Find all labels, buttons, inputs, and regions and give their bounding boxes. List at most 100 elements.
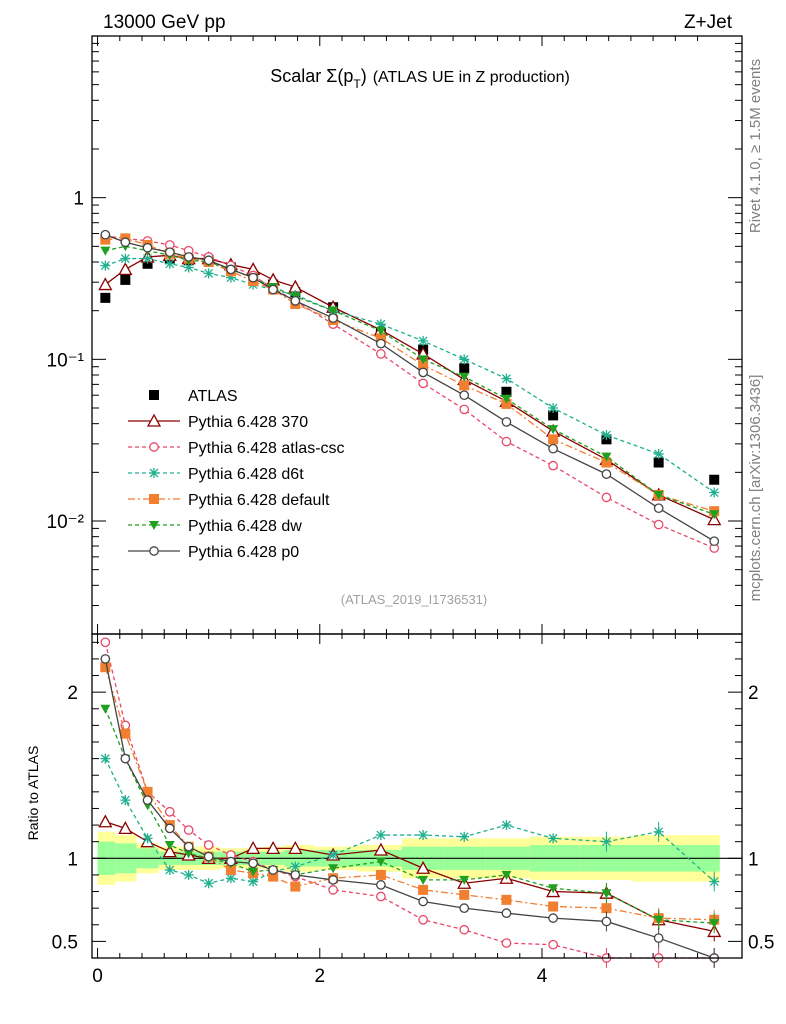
ratio-point-pythia-6-428-dw — [328, 864, 339, 874]
ratio-point-pythia-6-428-atlas-csc — [164, 806, 175, 817]
ratio-point-pythia-6-428-p0 — [248, 858, 258, 869]
point-pythia-6-428-d6t — [653, 448, 664, 459]
ratio-point-pythia-6-428-d6t — [459, 831, 470, 842]
chart-title-main: Scalar Σ(p — [270, 66, 353, 86]
ratio-point-pythia-6-428-atlas-csc — [459, 924, 470, 935]
point-pythia-6-428-d6t — [164, 258, 175, 269]
ratio-y-tick-label-right: 0.5 — [748, 932, 774, 953]
legend-marker-atlas — [149, 390, 159, 400]
point-pythia-6-428-p0 — [183, 252, 194, 262]
ratio-point-pythia-6-428-atlas-csc — [548, 939, 558, 950]
ratio-point-pythia-6-428-dw — [164, 841, 175, 851]
ratio-point-pythia-6-428-370 — [373, 842, 388, 856]
ratio-point-pythia-6-428-dw — [375, 857, 386, 867]
ratio-point-pythia-6-428-default — [142, 786, 153, 797]
point-pythia-6-428-dw — [375, 326, 386, 336]
ratio-point-pythia-6-428-370 — [118, 821, 133, 835]
ratio-y-tick-label: 0.5 — [52, 932, 78, 953]
ratio-point-pythia-6-428-370 — [246, 840, 261, 854]
point-pythia-6-428-atlas-csc — [601, 492, 612, 503]
point-pythia-6-428-p0 — [376, 338, 386, 349]
point-pythia-6-428-p0 — [653, 503, 664, 514]
legend-marker-pythia-6-428-dw — [149, 521, 159, 530]
ratio-point-pythia-6-428-p0 — [290, 870, 301, 880]
point-pythia-6-428-d6t — [120, 253, 131, 264]
point-pythia-6-428-atlas-csc — [418, 378, 428, 389]
point-pythia-6-428-dw — [501, 394, 512, 404]
ratio-point-pythia-6-428-atlas-csc — [501, 938, 512, 948]
point-atlas — [709, 474, 720, 485]
legend-marker-pythia-6-428-atlas-csc — [149, 442, 159, 452]
ratio-line-pythia-6-428-default — [104, 667, 715, 921]
point-pythia-6-428-d6t — [100, 260, 111, 271]
ratio-point-pythia-6-428-default — [501, 894, 512, 905]
point-pythia-6-428-d6t — [548, 403, 559, 413]
ratio-point-pythia-6-428-370 — [416, 860, 431, 874]
point-atlas — [142, 258, 153, 269]
header-left: 13000 GeV pp — [103, 12, 226, 33]
legend-label-pythia-6-428-p0: Pythia 6.428 p0 — [188, 544, 299, 561]
ratio-point-pythia-6-428-atlas-csc — [100, 637, 111, 648]
ratio-point-pythia-6-428-d6t — [120, 795, 131, 806]
ratio-point-pythia-6-428-p0 — [164, 823, 175, 834]
ratio-series — [98, 637, 722, 968]
ratio-point-pythia-6-428-default — [459, 889, 470, 900]
legend-label-pythia-6-428-atlas-csc: Pythia 6.428 atlas-csc — [188, 440, 345, 457]
ratio-y-tick-label-right: 1 — [748, 849, 759, 870]
ratio-point-pythia-6-428-p0 — [653, 933, 664, 943]
ratio-point-pythia-6-428-p0 — [376, 880, 386, 890]
ratio-point-pythia-6-428-atlas-csc — [183, 825, 194, 835]
point-pythia-6-428-d6t — [501, 373, 512, 384]
point-pythia-6-428-p0 — [164, 247, 175, 258]
legend: ATLAS Pythia 6.428 370 Pythia 6.428 atlas-… — [128, 388, 345, 561]
main-series — [98, 229, 722, 553]
point-pythia-6-428-p0 — [120, 237, 131, 248]
point-pythia-6-428-p0 — [226, 264, 236, 275]
ratio-point-pythia-6-428-d6t — [418, 830, 429, 841]
point-pythia-6-428-atlas-csc — [459, 404, 470, 415]
ratio-point-pythia-6-428-dw — [459, 875, 470, 885]
point-pythia-6-428-p0 — [601, 469, 612, 479]
ratio-point-pythia-6-428-p0 — [548, 913, 558, 923]
point-pythia-6-428-dw — [653, 490, 664, 500]
point-pythia-6-428-dw — [100, 246, 111, 256]
ratio-point-pythia-6-428-d6t — [164, 864, 175, 875]
ratio-point-pythia-6-428-p0 — [501, 908, 512, 918]
ratio-point-pythia-6-428-default — [290, 881, 301, 892]
y-tick-label: 1 — [73, 189, 84, 210]
ratio-point-pythia-6-428-370 — [162, 844, 177, 858]
ratio-point-pythia-6-428-dw — [100, 704, 111, 714]
legend-label-pythia-6-428-default: Pythia 6.428 default — [188, 492, 330, 509]
ratio-y-tick-label-right: 2 — [748, 683, 759, 704]
legend-label-atlas: ATLAS — [188, 388, 238, 405]
point-pythia-6-428-default — [501, 398, 512, 409]
ratio-point-pythia-6-428-p0 — [601, 916, 612, 927]
point-pythia-6-428-p0 — [548, 443, 558, 454]
chart-title: Scalar Σ(pT) (ATLAS UE in Z production) — [270, 66, 570, 91]
ratio-point-pythia-6-428-p0 — [100, 654, 111, 664]
point-pythia-6-428-dw — [459, 372, 470, 382]
y-tick-label: 10⁻¹ — [47, 350, 85, 371]
ratio-point-pythia-6-428-d6t — [601, 836, 612, 847]
ratio-point-pythia-6-428-dw — [183, 849, 194, 859]
point-pythia-6-428-d6t — [203, 268, 214, 279]
analysis-label: (ATLAS_2019_I1736531) — [341, 592, 487, 607]
point-pythia-6-428-p0 — [328, 313, 338, 323]
ratio-point-pythia-6-428-dw — [501, 870, 512, 880]
point-pythia-6-428-p0 — [709, 536, 720, 547]
chart-title-close: ) — [361, 66, 367, 86]
header-right: Z+Jet — [684, 12, 733, 33]
point-pythia-6-428-dw — [709, 510, 720, 520]
ratio-point-pythia-6-428-atlas-csc — [376, 891, 386, 902]
ratio-point-pythia-6-428-default — [268, 871, 279, 882]
point-pythia-6-428-d6t — [183, 262, 194, 273]
ratio-point-pythia-6-428-dw — [601, 889, 612, 899]
x-tick-label: 2 — [314, 966, 325, 987]
ratio-point-pythia-6-428-p0 — [203, 851, 214, 862]
ratio-point-pythia-6-428-default — [548, 901, 559, 912]
ratio-point-pythia-6-428-p0 — [142, 795, 153, 806]
ratio-line-pythia-6-428-dw — [104, 708, 715, 924]
point-pythia-6-428-d6t — [459, 354, 470, 365]
ratio-point-pythia-6-428-default — [418, 884, 429, 895]
